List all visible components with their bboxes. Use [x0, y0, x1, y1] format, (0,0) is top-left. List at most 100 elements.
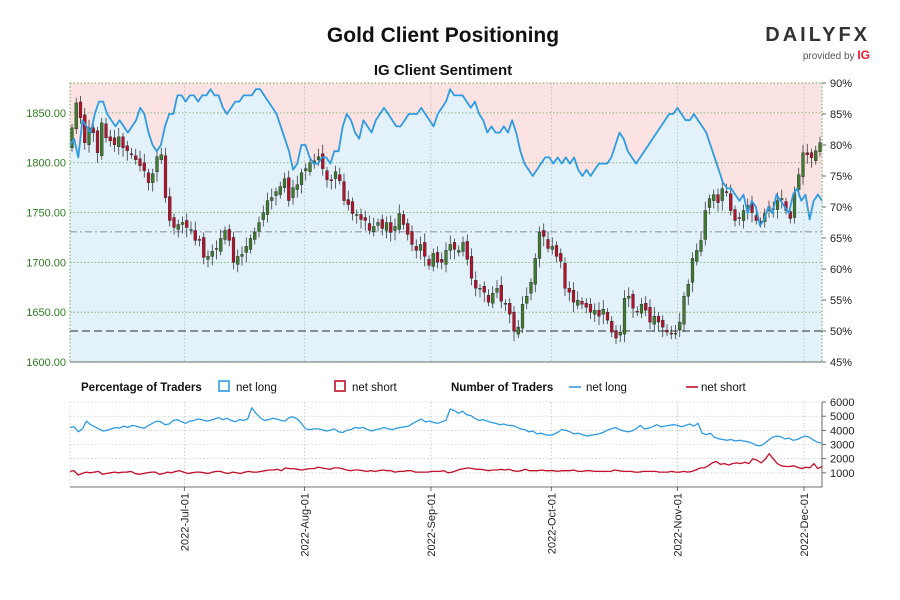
candle-body: [197, 239, 202, 241]
x-tick-label: 2022-Sep-01: [426, 493, 438, 557]
x-tick-label: 2022-Oct-01: [546, 493, 558, 554]
price-tick-label: 1650.00: [26, 307, 66, 319]
candle-body: [571, 290, 576, 303]
candle-body: [418, 244, 423, 251]
candle-body: [533, 258, 537, 285]
candle-body: [393, 226, 397, 231]
candle-body: [567, 288, 571, 293]
candle-body: [227, 229, 231, 241]
candle-body: [202, 237, 206, 258]
logo-word-left: DAILY: [765, 24, 839, 46]
legend-pct-long-swatch: [218, 380, 230, 392]
candle-body: [639, 304, 644, 314]
candle-body: [299, 172, 304, 185]
candle-body: [703, 210, 707, 240]
candle-body: [210, 251, 214, 257]
candle-body: [652, 315, 656, 325]
candle-body: [321, 153, 325, 169]
candle-body: [295, 184, 299, 190]
candle-body: [83, 114, 87, 143]
candle-body: [138, 158, 142, 166]
candle-body: [423, 242, 427, 257]
ig-brand: IG: [857, 48, 870, 62]
candle-body: [168, 196, 172, 221]
candle-body: [512, 311, 516, 332]
candle-body: [427, 259, 431, 266]
pct-tick-label: 70%: [830, 202, 852, 214]
candle-body: [134, 155, 138, 160]
candle-body: [614, 330, 618, 339]
candle-body: [95, 130, 100, 153]
candle-body: [465, 241, 469, 260]
candle-body: [278, 186, 282, 195]
candle-body: [622, 298, 627, 335]
logo-provided-by: provided by IG: [760, 48, 870, 62]
count-tick-label: 1000: [830, 468, 854, 480]
candle-body: [151, 173, 155, 183]
candle-body: [610, 320, 614, 333]
candle-body: [180, 222, 185, 225]
candle-body: [554, 245, 559, 257]
candle-body: [580, 301, 584, 305]
legend: Percentage of Traders net long net short…: [81, 380, 747, 394]
candle-body: [699, 240, 703, 252]
candle-body: [74, 102, 78, 130]
candle-body: [478, 288, 482, 290]
candle-body: [172, 217, 176, 228]
pct-tick-label: 75%: [830, 171, 852, 183]
candle-body: [797, 174, 801, 190]
candle-body: [635, 310, 639, 313]
candle-body: [159, 154, 163, 160]
legend-num-title: Number of Traders: [451, 382, 553, 394]
candle-body: [605, 311, 610, 321]
pct-tick-label: 55%: [830, 295, 852, 307]
candle-body: [440, 259, 444, 263]
candle-body: [661, 319, 665, 328]
candle-body: [508, 303, 512, 315]
candle-body: [814, 150, 818, 161]
pct-tick-label: 50%: [830, 326, 852, 338]
candle-body: [559, 253, 563, 262]
chart-subtitle: IG Client Sentiment: [373, 62, 513, 79]
candle-body: [117, 136, 121, 147]
candle-body: [729, 193, 733, 211]
count-tick-label: 3000: [830, 440, 854, 452]
candle-body: [355, 214, 359, 216]
pct-tick-label: 80%: [830, 140, 852, 152]
candle-body: [257, 222, 261, 232]
candle-body: [482, 286, 486, 293]
candle-body: [104, 123, 108, 139]
candle-body: [656, 315, 661, 323]
x-tick-label: 2022-Nov-01: [673, 493, 685, 557]
candle-body: [431, 253, 435, 267]
candle-body: [499, 285, 503, 302]
candle-body: [185, 220, 189, 228]
candle-body: [818, 142, 822, 152]
candle-body: [240, 254, 244, 257]
candle-body: [214, 248, 219, 250]
candle-body: [325, 170, 329, 180]
candle-body: [588, 304, 593, 313]
candle-body: [682, 296, 686, 325]
candle-body: [142, 162, 146, 171]
candle-body: [308, 162, 312, 172]
chart-title: Gold Client Positioning: [326, 24, 560, 47]
candle-body: [491, 293, 495, 304]
candle-body: [669, 332, 673, 335]
legend-pct-title: Percentage of Traders: [81, 382, 202, 394]
candle-body: [244, 246, 248, 253]
candle-body: [401, 214, 406, 225]
candle-body: [189, 229, 193, 231]
candle-body: [529, 282, 533, 294]
candle-body: [733, 209, 737, 221]
candle-body: [146, 172, 151, 183]
candle-body: [389, 222, 393, 233]
candle-body: [108, 136, 112, 141]
candle-body: [644, 303, 648, 311]
candle-body: [380, 219, 384, 229]
candle-body: [724, 191, 729, 193]
net-short-count-line: [69, 453, 823, 476]
legend-num-short: net short: [701, 382, 747, 394]
candle-body: [410, 231, 414, 245]
